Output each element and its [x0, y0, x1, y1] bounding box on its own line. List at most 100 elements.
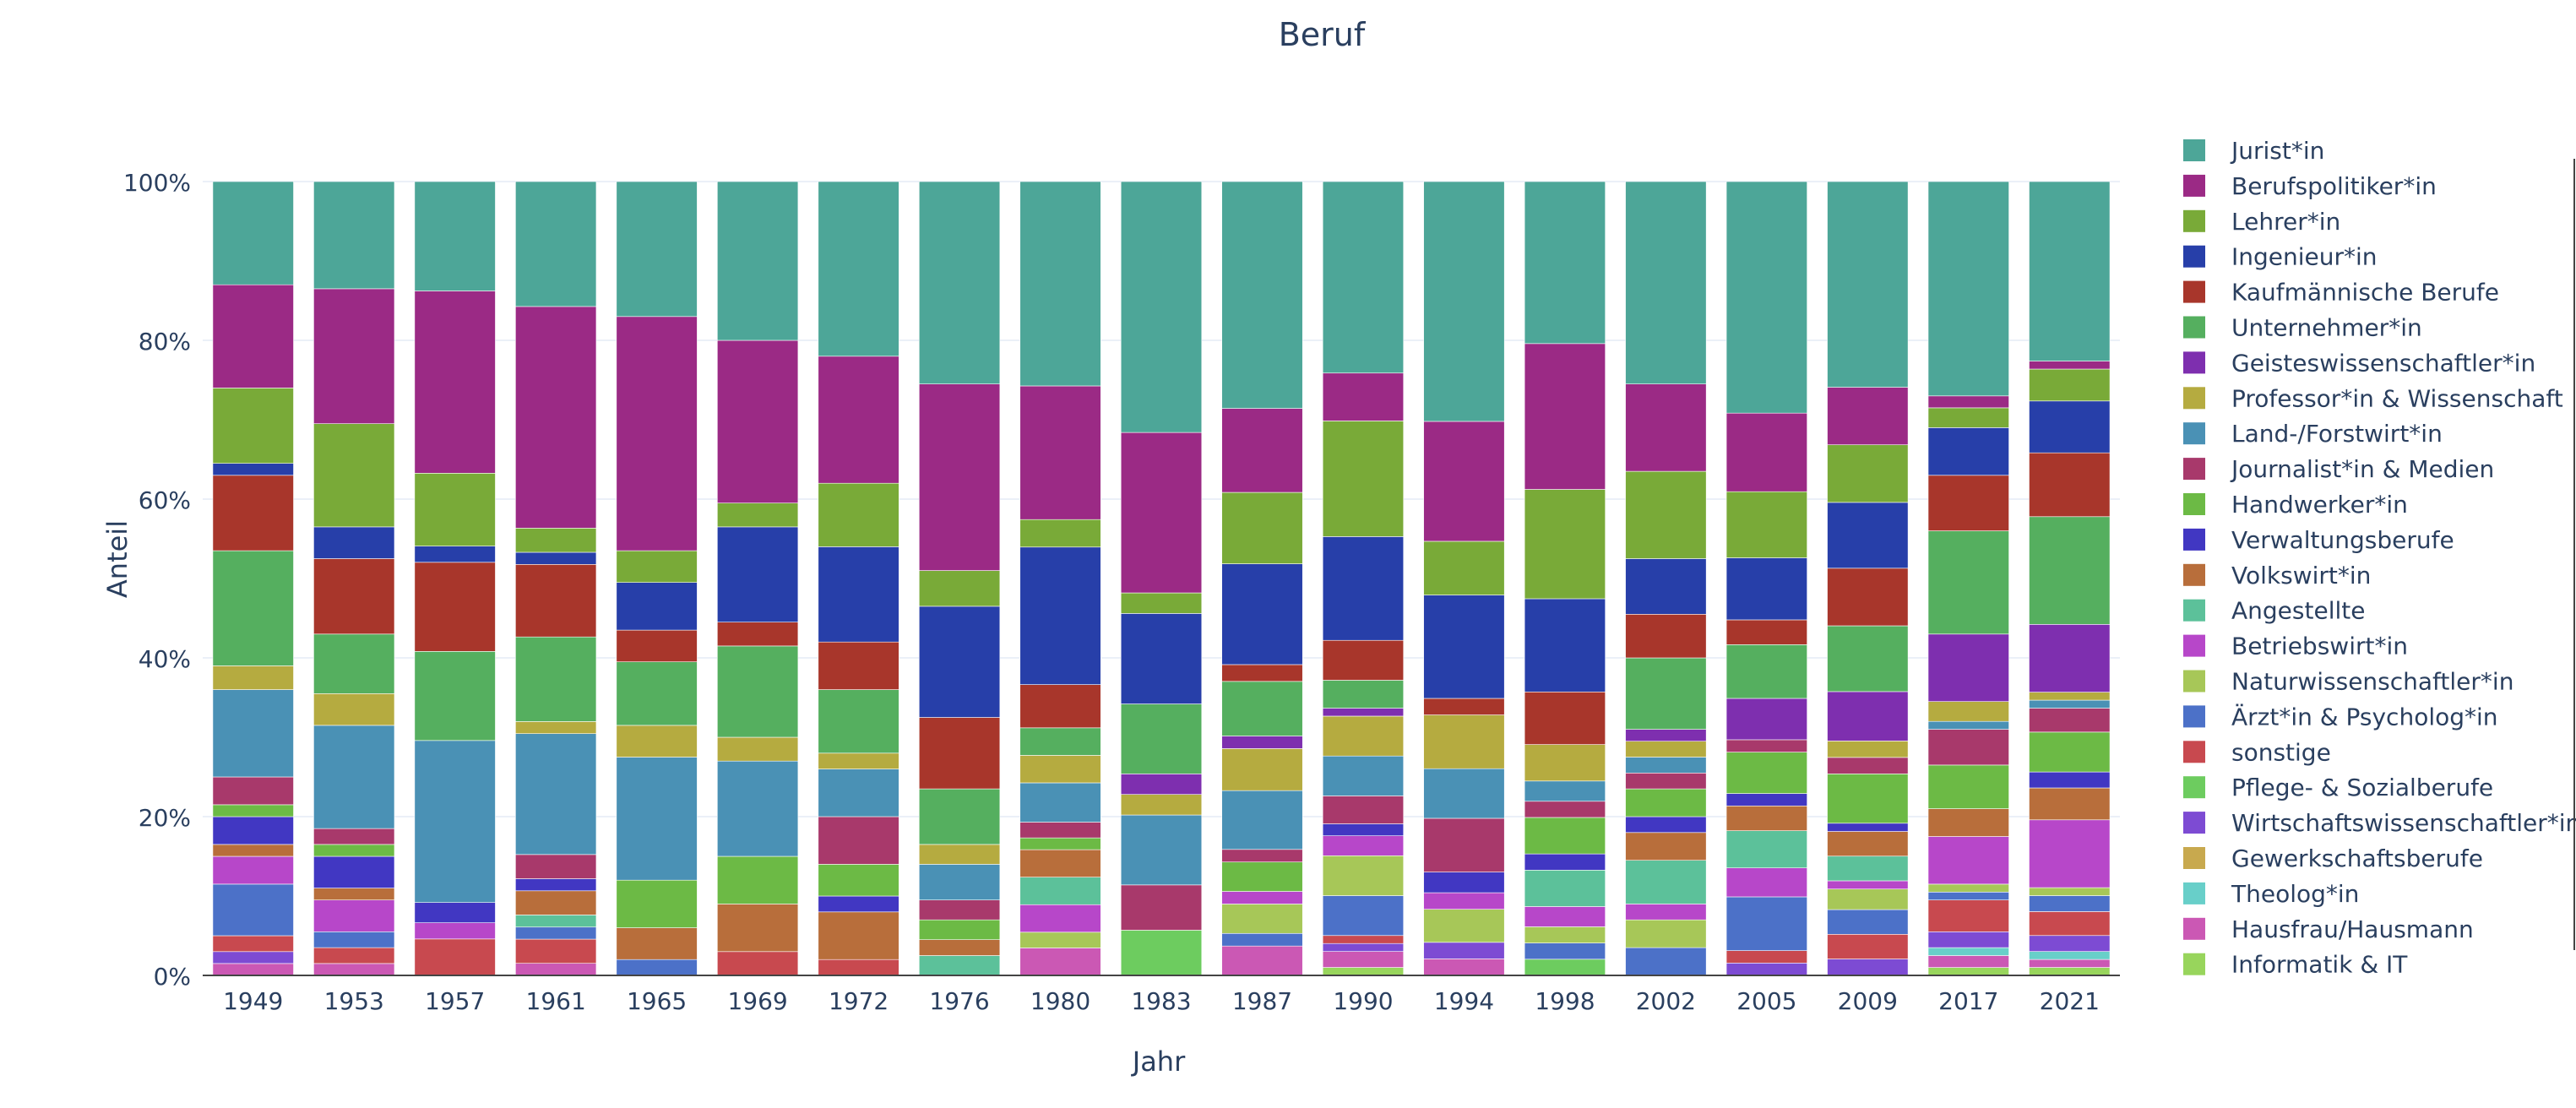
bar-segment[interactable] [1524, 906, 1606, 927]
bar-segment[interactable] [1927, 955, 2009, 968]
bar-segment[interactable] [2029, 516, 2111, 625]
legend-item[interactable]: Journalist*in & Medien [2183, 455, 2494, 483]
bar-segment[interactable] [515, 963, 597, 976]
bar-segment[interactable] [515, 890, 597, 915]
bar-segment[interactable] [515, 878, 597, 892]
bar-segment[interactable] [414, 473, 496, 546]
bar-segment[interactable] [1927, 808, 2009, 837]
bar-segment[interactable] [717, 951, 799, 976]
bar-segment[interactable] [2029, 959, 2111, 968]
bar-segment[interactable] [1827, 831, 1909, 857]
bar-segment[interactable] [818, 641, 899, 690]
bar-segment[interactable] [1423, 892, 1505, 910]
bar-segment[interactable] [2029, 771, 2111, 789]
bar-segment[interactable] [1927, 475, 2009, 531]
bar-segment[interactable] [2029, 452, 2111, 518]
bar-segment[interactable] [616, 316, 698, 551]
bar-segment[interactable] [1827, 888, 1909, 910]
legend-item[interactable]: Professor*in & Wissenschaft [2183, 384, 2563, 412]
bar-segment[interactable] [1221, 891, 1303, 904]
legend-item[interactable]: Geisteswissenschaftler*in [2183, 349, 2535, 377]
bar-segment[interactable] [515, 926, 597, 940]
bar-segment[interactable] [212, 804, 294, 817]
bar-segment[interactable] [717, 339, 799, 503]
bar-segment[interactable] [1019, 684, 1101, 729]
bar-segment[interactable] [313, 633, 395, 694]
bar-segment[interactable] [1827, 909, 1909, 935]
legend-item[interactable]: Pflege- & Sozialberufe [2183, 774, 2493, 801]
bar-segment[interactable] [717, 645, 799, 738]
bar-segment[interactable] [1322, 951, 1405, 968]
bar-segment[interactable] [515, 563, 597, 638]
bar-segment[interactable] [1625, 613, 1707, 659]
legend-item[interactable]: Berufspolitiker*in [2183, 172, 2437, 200]
bar-segment[interactable] [1524, 926, 1606, 943]
bar-segment[interactable] [1524, 744, 1606, 782]
bar-segment[interactable] [1827, 741, 1909, 758]
bar-segment[interactable] [1322, 935, 1405, 944]
legend-item[interactable]: Naturwissenschaftler*in [2183, 668, 2514, 696]
bar-segment[interactable] [515, 181, 597, 307]
legend-item[interactable]: Theolog*in [2183, 880, 2359, 908]
bar-segment[interactable] [515, 551, 597, 565]
bar-segment[interactable] [212, 463, 294, 476]
legend-item[interactable]: Gewerkschaftsberufe [2183, 845, 2483, 872]
legend-item[interactable]: Wirtschaftswissenschaftler*in [2183, 809, 2576, 837]
bar-segment[interactable] [313, 844, 395, 857]
bar-segment[interactable] [1322, 895, 1405, 937]
bar-segment[interactable] [1322, 835, 1405, 856]
bar-segment[interactable] [1625, 757, 1707, 774]
bar-segment[interactable] [1423, 959, 1505, 976]
bar-segment[interactable] [918, 181, 1001, 384]
legend-item[interactable]: Handwerker*in [2183, 491, 2408, 519]
bar-segment[interactable] [1423, 698, 1505, 715]
bar-segment[interactable] [1423, 817, 1505, 872]
bar-segment[interactable] [1221, 748, 1303, 791]
bar-segment[interactable] [1524, 817, 1606, 855]
bar-segment[interactable] [1423, 421, 1505, 542]
bar-segment[interactable] [212, 844, 294, 857]
bar-segment[interactable] [414, 546, 496, 563]
bar-segment[interactable] [1019, 385, 1101, 520]
bar-segment[interactable] [1625, 558, 1707, 615]
bar-segment[interactable] [1725, 963, 1807, 976]
bar-segment[interactable] [1725, 830, 1807, 869]
bar-segment[interactable] [1927, 892, 2009, 901]
bar-segment[interactable] [1927, 883, 2009, 893]
bar-segment[interactable] [1725, 412, 1807, 492]
bar-segment[interactable] [1322, 942, 1405, 952]
bar-segment[interactable] [1524, 181, 1606, 345]
bar-segment[interactable] [1927, 530, 2009, 635]
bar-segment[interactable] [313, 423, 395, 528]
bar-segment[interactable] [212, 665, 294, 690]
bar-segment[interactable] [1423, 595, 1505, 699]
bar-segment[interactable] [818, 482, 899, 547]
bar-segment[interactable] [414, 181, 496, 291]
bar-segment[interactable] [313, 526, 395, 559]
bar-segment[interactable] [1221, 736, 1303, 749]
bar-segment[interactable] [1423, 714, 1505, 769]
bar-segment[interactable] [1725, 491, 1807, 558]
bar-segment[interactable] [1827, 774, 1909, 824]
bar-segment[interactable] [2029, 935, 2111, 952]
bar-segment[interactable] [212, 689, 294, 778]
bar-segment[interactable] [818, 816, 899, 865]
bar-segment[interactable] [1221, 563, 1303, 665]
bar-segment[interactable] [1322, 755, 1405, 796]
bar-segment[interactable] [2029, 692, 2111, 701]
bar-segment[interactable] [1423, 768, 1505, 819]
bar-segment[interactable] [616, 629, 698, 662]
bar-segment[interactable] [1322, 855, 1405, 896]
bar-segment[interactable] [313, 899, 395, 932]
bar-segment[interactable] [616, 959, 698, 976]
bar-segment[interactable] [1019, 181, 1101, 387]
bar-segment[interactable] [1927, 947, 2009, 956]
bar-segment[interactable] [1221, 904, 1303, 934]
bar-segment[interactable] [1120, 794, 1203, 816]
bar-segment[interactable] [212, 776, 294, 806]
bar-segment[interactable] [1423, 942, 1505, 959]
bar-segment[interactable] [918, 899, 1001, 921]
bar-segment[interactable] [1221, 181, 1303, 409]
bar-segment[interactable] [1827, 568, 1909, 627]
bar-segment[interactable] [1625, 729, 1707, 741]
